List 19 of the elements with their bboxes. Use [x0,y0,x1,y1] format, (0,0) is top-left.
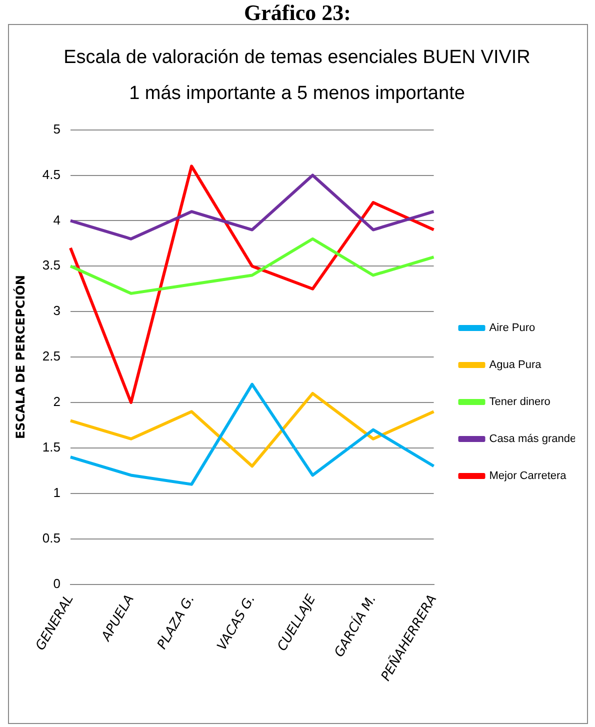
y-tick-label: 1.5 [42,440,60,455]
chart-subtitle: 1 más importante a 5 menos importante [128,82,466,106]
legend-label: Agua Pura [489,359,542,372]
y-tick-label: 4 [53,212,60,228]
y-axis-title: ESCALA DE PERCEPCIÓN [12,275,28,440]
y-tick-label: 0 [53,576,60,591]
y-tick-label: 2.5 [42,348,60,364]
legend-label: Mejor Carretera [489,470,568,482]
y-tick-label: 0.5 [42,530,60,546]
y-tick-label: 2 [53,394,60,410]
text: Gráfico 23: [243,0,352,26]
legend-label: Tener dinero [489,396,550,408]
y-tick-label: 5 [53,121,60,136]
y-tick-label: 3 [53,303,60,318]
chart-title: Escala de valoración de temas esenciales BUEN VIVIR [62,46,532,70]
y-tick-label: 3.5 [42,258,60,273]
y-tick-label: 4.5 [42,166,60,182]
y-tick-label: 1 [53,484,60,500]
legend-label: Aire Puro [489,322,536,334]
